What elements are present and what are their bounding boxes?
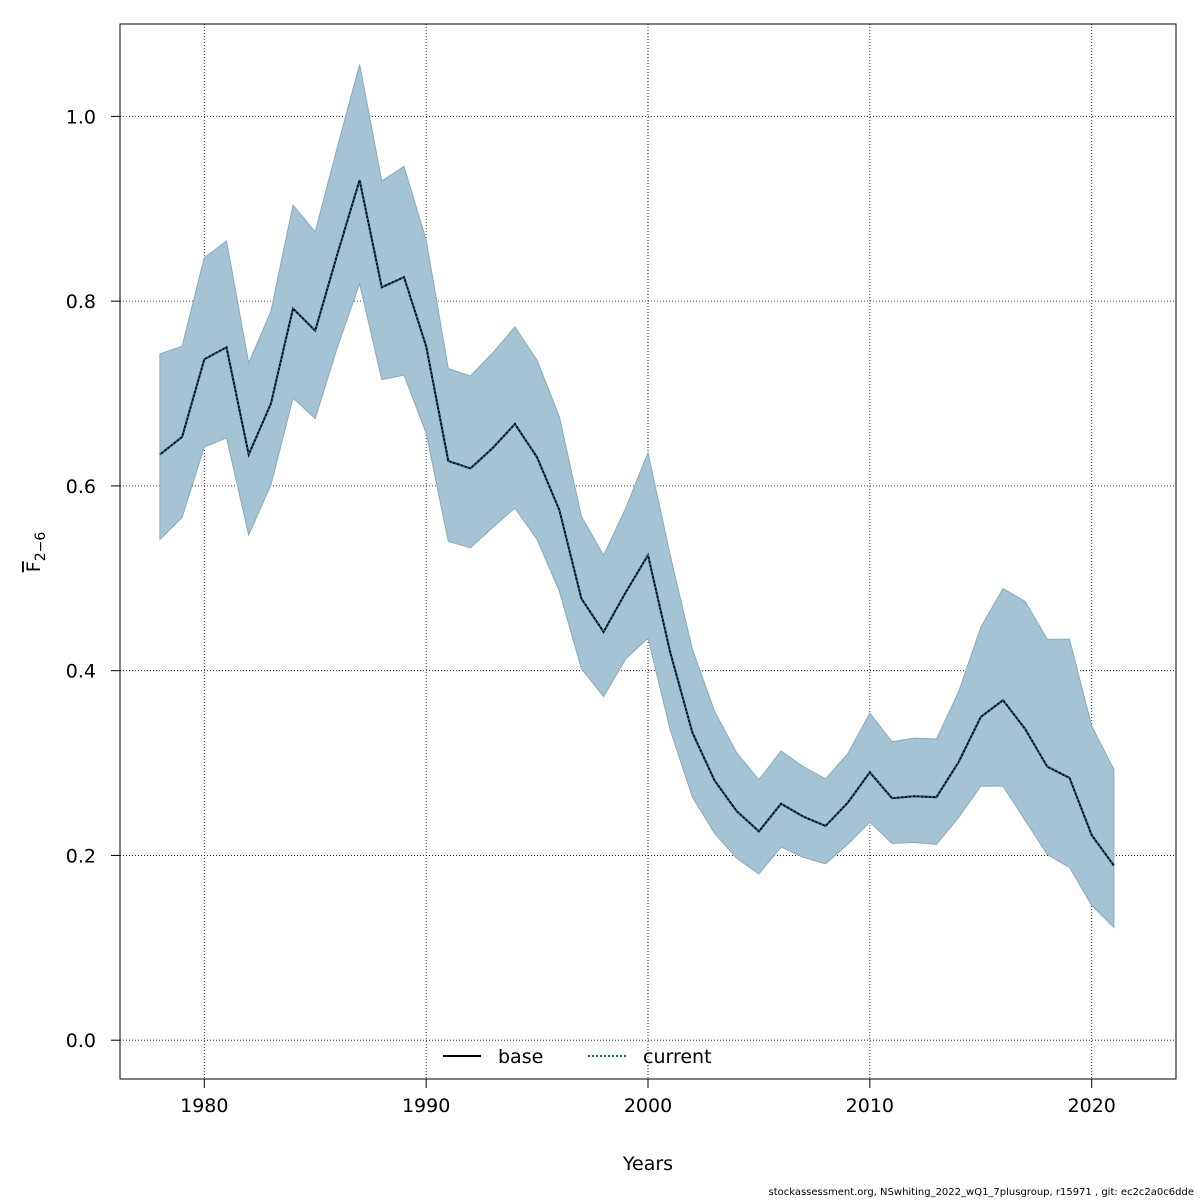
y-axis-title-subscript: 2−6 [33,532,49,562]
grid [120,24,1176,1079]
y-tick-label: 0.0 [66,1030,96,1052]
confidence-band [159,64,1115,929]
series-line-current [159,179,1115,867]
svg-text:F2−6: F2−6 [23,532,49,573]
y-tick-label: 0.2 [66,845,96,867]
y-tick-label: 1.0 [66,106,96,128]
y-tick-label: 0.6 [66,476,96,498]
x-tick-label: 1990 [402,1095,450,1117]
legend: base current [443,1046,712,1068]
legend-label-current: current [643,1046,712,1068]
x-tick-label: 2020 [1068,1095,1116,1117]
y-axis-title: F2−6 [23,532,49,573]
y-tick-label: 0.4 [66,661,96,683]
x-tick-label: 2010 [846,1095,894,1117]
legend-label-base: base [498,1046,543,1068]
x-axis: 1980 1990 2000 2010 2020 [180,1079,1116,1117]
series-lines [159,179,1115,867]
x-tick-label: 1980 [180,1095,228,1117]
x-axis-title: Years [622,1153,673,1175]
x-tick-label: 2000 [624,1095,672,1117]
y-axis-title-main: F [23,561,45,572]
y-tick-label: 0.8 [66,291,96,313]
footer-text: stockassessment.org, NSwhiting_2022_wQ1_… [768,1187,1194,1198]
y-axis: 0.0 0.2 0.4 0.6 0.8 1.0 [66,106,120,1052]
